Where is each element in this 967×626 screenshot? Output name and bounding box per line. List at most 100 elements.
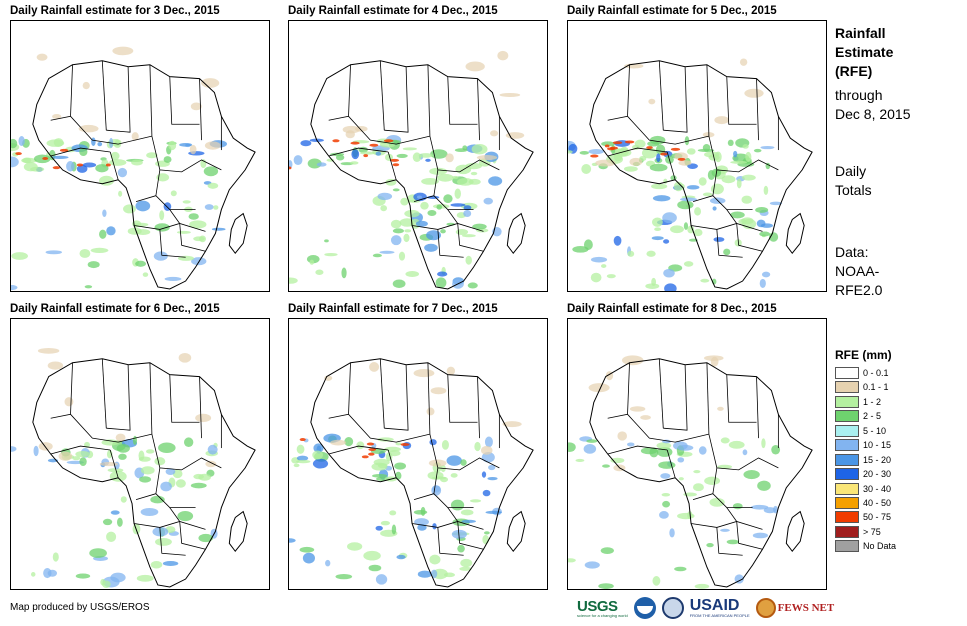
rainfall-cell (123, 204, 136, 214)
rainfall-cell (136, 574, 154, 582)
legend-item: > 75 (835, 525, 935, 539)
country-border (179, 223, 206, 252)
rainfall-cell (179, 142, 193, 147)
rainfall-cell (398, 251, 406, 261)
data-source-line: RFE2.0 (835, 282, 883, 298)
rainfall-cell (110, 510, 120, 515)
country-border (179, 521, 206, 550)
country-border (716, 229, 743, 258)
legend-swatch (835, 410, 859, 423)
rainfall-cell (162, 560, 179, 566)
rainfall-cell (400, 197, 409, 206)
country-border (457, 223, 484, 252)
rainfall-cell (440, 476, 449, 483)
rainfall-cell (207, 182, 219, 189)
sidebar-title-line: (RFE) (835, 63, 873, 79)
rainfall-cell (368, 448, 377, 451)
rainfall-cell (750, 504, 769, 510)
legend-swatch (835, 496, 859, 509)
panel-title: Daily Rainfall estimate for 8 Dec., 2015 (567, 303, 777, 315)
rainfall-cell (204, 204, 214, 210)
rainfall-cell (677, 444, 694, 451)
rainfall-cell (405, 271, 420, 278)
rainfall-cell (120, 496, 127, 503)
rainfall-cell (436, 204, 443, 210)
rainfall-cell (369, 143, 379, 147)
rainfall-cell (109, 470, 127, 482)
rainfall-cell (430, 149, 448, 159)
globe-icon (755, 598, 776, 618)
rainfall-cell (482, 489, 491, 497)
rainfall-cell (753, 148, 762, 153)
rainfall-cell (606, 274, 616, 279)
country-border (447, 507, 459, 522)
rainfall-cell (330, 439, 347, 446)
rainfall-cell (140, 466, 155, 475)
rainfall-cell (629, 157, 643, 166)
rainfall-cell (168, 140, 177, 151)
rainfall-cell (429, 167, 448, 175)
sidebar-data-source: Data: NOAA- RFE2.0 (835, 243, 965, 300)
rainfall-cell (590, 256, 608, 263)
rainfall-cell (694, 583, 710, 589)
rainfall-cell (686, 185, 700, 190)
country-border (199, 376, 202, 439)
rainfall-cell (621, 355, 644, 366)
rainfall-cell (383, 139, 394, 143)
rainfall-cell (709, 497, 725, 507)
rainfall-cell (359, 151, 376, 155)
legend-item: 5 - 10 (835, 424, 935, 438)
country-border (384, 66, 409, 133)
africa-map (11, 46, 256, 291)
rainfall-cell (99, 461, 119, 467)
rainfall-cell (568, 442, 576, 452)
rainfall-cell (623, 166, 638, 172)
rainfall-cell (395, 471, 402, 480)
rainfall-cell (391, 524, 397, 535)
rainfall-cell (646, 250, 656, 257)
panel-title: Daily Rainfall estimate for 7 Dec., 2015 (288, 303, 498, 315)
rainfall-cell (484, 436, 493, 448)
rainfall-cell (660, 473, 671, 479)
country-border (101, 60, 107, 131)
country-border (666, 151, 676, 180)
rainfall-cell (289, 277, 298, 284)
rainfall-cell (190, 102, 202, 111)
rainfall-cell (742, 449, 748, 456)
country-border (726, 209, 738, 224)
country-border (663, 364, 688, 431)
rainfall-cell (22, 157, 32, 164)
rainfall-cell (456, 178, 474, 186)
rainfall-cell (296, 455, 309, 461)
rainfall-cell (205, 460, 217, 468)
legend-item: 2 - 5 (835, 409, 935, 423)
sidebar-through: through Dec 8, 2015 (835, 86, 965, 124)
legend-item: 0 - 0.1 (835, 366, 935, 380)
country-border (477, 78, 480, 141)
rainfall-cell (461, 519, 476, 524)
legend-item: 20 - 30 (835, 467, 935, 481)
rainfall-cell (499, 92, 521, 98)
country-border (447, 76, 478, 125)
rainfall-cell (312, 458, 329, 469)
legend-item: No Data (835, 539, 935, 553)
rainfall-cell (112, 46, 134, 56)
rainfall-cell (394, 462, 407, 470)
country-border (159, 229, 186, 258)
usgs-tagline: science for a changing world (577, 612, 628, 618)
rainfall-cell (714, 116, 730, 125)
country-border (663, 66, 688, 133)
rainfall-cell (140, 507, 159, 517)
rainfall-cell (595, 159, 616, 167)
rainfall-cell (455, 229, 469, 236)
rainfall-cell (366, 442, 375, 446)
sidebar-title: Rainfall Estimate (RFE) (835, 24, 965, 81)
country-border (155, 467, 196, 508)
rainfall-cell (670, 147, 681, 151)
africa-map (11, 347, 256, 588)
rainfall-cell (626, 442, 635, 447)
africa-coastline (589, 60, 813, 290)
rainfall-cell (451, 529, 467, 539)
rainfall-cell (347, 542, 363, 551)
rainfall-cell (739, 58, 748, 66)
